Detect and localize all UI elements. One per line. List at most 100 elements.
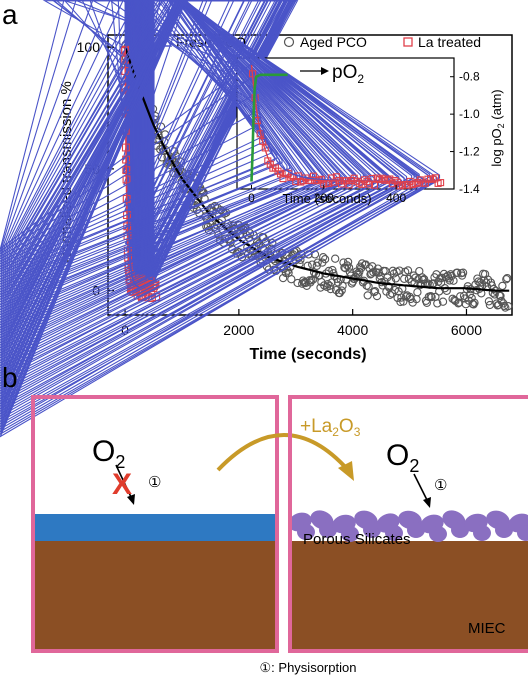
- data-point: [373, 264, 383, 273]
- data-point: [469, 300, 478, 309]
- po2-arrow-head: [321, 67, 329, 75]
- data-point: [453, 268, 462, 277]
- inset-data-point: [437, 179, 445, 187]
- bulk-left: [33, 541, 277, 651]
- inset-data-point: [0, 0, 293, 290]
- data-point: [502, 275, 511, 284]
- data-point: [368, 262, 377, 271]
- data-point: [320, 255, 330, 264]
- data-point: [449, 276, 458, 285]
- right-frame: [288, 395, 528, 653]
- inset-x-tick-label: 400: [386, 191, 406, 205]
- o2-arrow-head-left: [127, 494, 135, 505]
- data-point: [458, 268, 468, 277]
- bulk-right: [290, 541, 528, 651]
- inset-x-label: Time (seconds): [282, 191, 371, 206]
- inset-data-point: [0, 0, 347, 344]
- o2-left: O2: [92, 435, 125, 472]
- data-point: [498, 281, 507, 291]
- inset-data-point: [0, 0, 316, 313]
- data-point: [326, 284, 335, 294]
- legend-label-la: La treated: [418, 34, 481, 50]
- data-point: [319, 253, 328, 262]
- inset-y2-tick-label: -1.2: [459, 145, 480, 159]
- step-marker-left: ①: [148, 474, 161, 491]
- data-point: [463, 282, 472, 291]
- treatment-arc: [216, 433, 350, 472]
- y-tick-label: 100: [77, 39, 101, 55]
- blue-surface-layer: [33, 514, 277, 541]
- legend-item-aged: Aged PCO: [283, 34, 367, 50]
- legend-marker-square: [403, 37, 413, 47]
- data-point: [385, 290, 395, 299]
- data-point: [500, 301, 509, 311]
- data-point: [433, 299, 442, 308]
- legend-label-aged: Aged PCO: [300, 34, 367, 50]
- data-point: [363, 291, 372, 300]
- silicate-particle: [363, 522, 381, 538]
- treatment-arrow-head: [338, 461, 354, 481]
- left-frame: [31, 395, 279, 653]
- silicate-particle: [297, 524, 315, 540]
- inset-data-point: [0, 0, 433, 430]
- data-point: [399, 297, 408, 306]
- physisorption-footnote: ①: Physisorption: [260, 660, 357, 675]
- legend-item-la: La treated: [403, 34, 481, 50]
- data-point: [308, 260, 317, 269]
- x-tick-label: 6000: [451, 322, 482, 338]
- data-point: [343, 261, 352, 270]
- inset-data-point: [0, 0, 291, 288]
- data-point: [353, 269, 362, 278]
- inset-fit-curves: [250, 64, 440, 183]
- data-point: [344, 263, 354, 272]
- inset-data-point: [0, 0, 280, 278]
- data-point: [372, 291, 382, 301]
- inset-data-point: [0, 0, 324, 321]
- data-point: [496, 291, 505, 301]
- data-point: [343, 257, 353, 267]
- panel-a-label: a: [2, 0, 18, 30]
- data-point: [228, 245, 237, 254]
- inset-data-point: [0, 0, 314, 311]
- data-point: [395, 266, 404, 275]
- data-point: [504, 302, 513, 311]
- o2-path-right: [413, 473, 428, 501]
- data-point: [456, 292, 465, 301]
- data-point: [445, 276, 454, 285]
- inset-y2-tick-label: -1.4: [459, 182, 480, 196]
- porous-silicate-particles: [288, 510, 528, 542]
- x-tick-label: 2000: [223, 322, 254, 338]
- x-tick-label: 0: [121, 322, 129, 338]
- inset-data-point: [0, 0, 288, 285]
- la2o3-label: +La2O3: [300, 416, 361, 439]
- data-point: [436, 278, 446, 287]
- silicate-particle: [473, 525, 491, 541]
- data-point: [364, 282, 373, 291]
- data-point: [338, 281, 347, 290]
- o2-path-left: [115, 464, 132, 498]
- data-point: [397, 293, 406, 302]
- data-point: [235, 248, 244, 257]
- data-point: [414, 275, 423, 284]
- inset-data-point: [0, 0, 408, 405]
- inset-data-point: [0, 0, 441, 438]
- inset-data-point: [0, 0, 341, 339]
- inset-x-tick-label: 0: [248, 191, 255, 205]
- inset-fit-curve: [250, 64, 440, 183]
- la2o3-treatment-arrow: +La2O3: [216, 416, 361, 481]
- data-point: [287, 275, 296, 284]
- silicate-particle: [385, 525, 403, 541]
- data-point: [470, 298, 479, 307]
- data-point: [489, 284, 498, 294]
- data-point: [393, 293, 402, 303]
- untreated-surface-diagram: O2 X ①: [31, 395, 279, 653]
- inset-y2-label: log pO2 (atm): [489, 89, 506, 166]
- data-point: [413, 288, 422, 297]
- data-point: [313, 258, 322, 267]
- po2-trace: [250, 73, 288, 182]
- inset-chart: 0 200 400 -0.8 -1.0 -1.2 -1.4 pO2 Time (second…: [0, 0, 506, 438]
- data-point: [335, 288, 344, 298]
- inset-data-point: [0, 0, 415, 412]
- x-axis-label: Time (seconds): [249, 346, 366, 363]
